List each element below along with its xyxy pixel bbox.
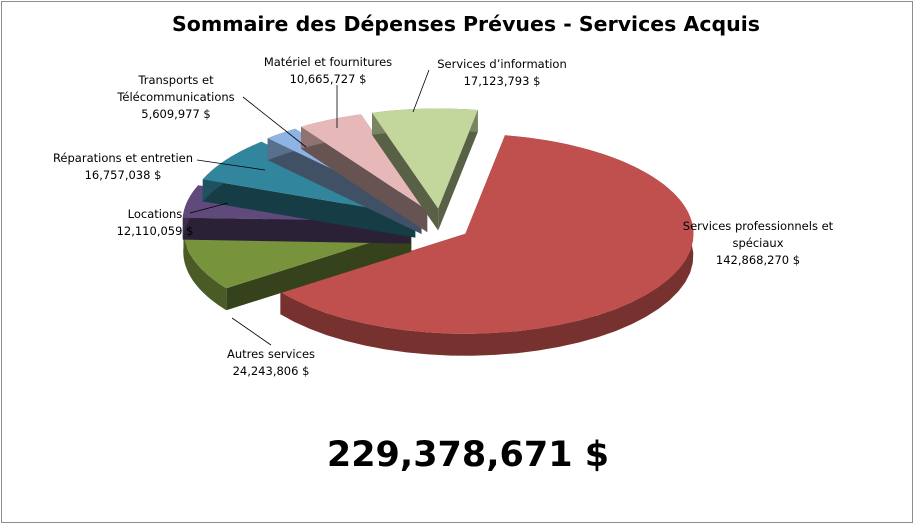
slice-name-label: Matériel et fournitures <box>264 55 392 69</box>
slice-label-4: Transports et Télécommunications 5,609,977… <box>116 73 307 148</box>
slice-value-label: 16,757,038 $ <box>85 168 162 182</box>
pie-slice-top <box>301 114 428 211</box>
slice-name-label: Transports et <box>137 73 214 87</box>
slice-value-label: 10,665,727 $ <box>290 72 367 86</box>
slice-name-label: Locations <box>128 207 183 221</box>
slice-name-label: Réparations et entretien <box>53 151 193 165</box>
leader-line <box>189 202 229 214</box>
leader-line <box>231 317 272 346</box>
leader-line <box>196 159 266 171</box>
pie-slice-0 <box>280 135 694 356</box>
slice-label-1: Autres services 24,243,806 $ <box>227 317 315 378</box>
pie-slice-6 <box>372 108 478 231</box>
slice-label-0: Services professionnels et spéciaux 142,86… <box>683 219 834 267</box>
pie-slice-edge <box>372 112 439 231</box>
slice-labels: Services professionnels et spéciaux 142,86… <box>53 55 834 378</box>
slice-name-label: Télécommunications <box>116 90 234 104</box>
slice-name-label: Autres services <box>227 347 315 361</box>
slice-label-2: Locations 12,110,059 $ <box>117 202 229 238</box>
pie-slice-edge <box>202 179 416 238</box>
slice-name-label: Services d’information <box>437 57 566 71</box>
pie-slice-5 <box>300 114 428 233</box>
slice-value-label: 142,868,270 $ <box>716 253 800 267</box>
leader-line <box>412 69 430 113</box>
pie-slice-top <box>372 108 478 209</box>
slice-label-3: Réparations et entretien 16,757,038 $ <box>53 151 266 182</box>
leader-line <box>242 96 307 148</box>
pie-slice-edge <box>300 126 428 233</box>
slice-name-label: spéciaux <box>732 236 783 250</box>
pie-slices <box>182 108 694 356</box>
slice-value-label: 12,110,059 $ <box>117 224 194 238</box>
pie-slice-side <box>183 225 227 311</box>
slice-value-label: 24,243,806 $ <box>233 364 310 378</box>
pie-slice-edge <box>267 138 422 235</box>
slice-label-5: Matériel et fournitures 10,665,727 $ <box>264 55 392 128</box>
slice-value-label: 5,609,977 $ <box>141 107 211 121</box>
chart-title: Sommaire des Dépenses Prévues - Services… <box>172 12 760 36</box>
slice-value-label: 17,123,793 $ <box>464 74 541 88</box>
slice-label-6: Services d’information 17,123,793 $ <box>412 57 567 113</box>
pie-slice-edge <box>438 110 478 231</box>
total-amount: 229,378,671 $ <box>327 435 609 475</box>
slice-name-label: Services professionnels et <box>683 219 834 233</box>
pie-slice-top <box>280 135 694 334</box>
